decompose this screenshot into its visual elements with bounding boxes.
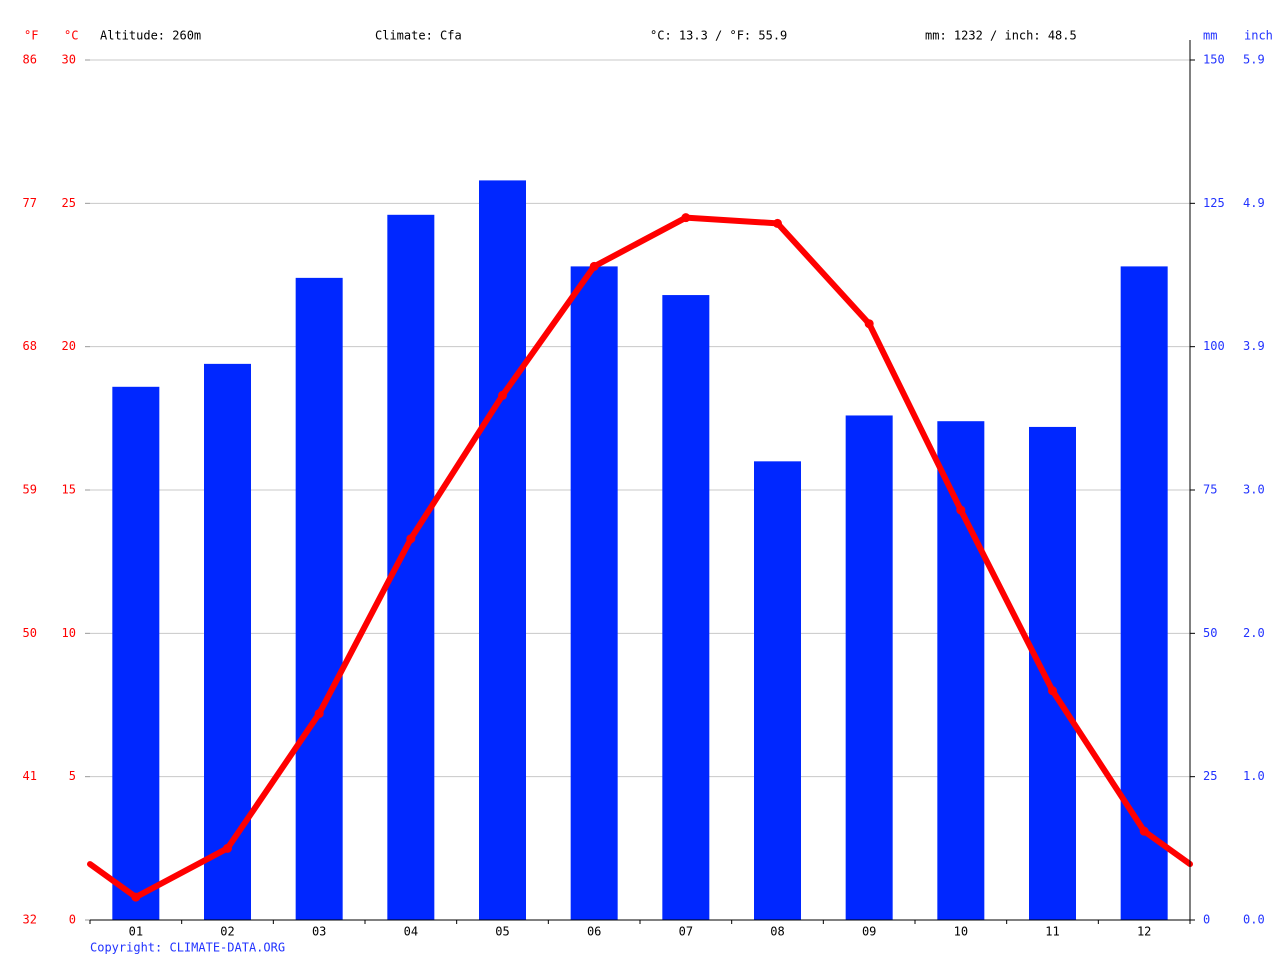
point — [864, 319, 874, 329]
copyright: Copyright: CLIMATE-DATA.ORG — [90, 941, 285, 955]
bar — [845, 415, 893, 920]
point — [589, 261, 599, 271]
x-tick-label: 07 — [679, 925, 693, 939]
climate: Climate: Cfa — [375, 29, 462, 43]
x-tick-label: 05 — [495, 925, 509, 939]
point — [131, 892, 141, 902]
inch-tick-label: 2.0 — [1243, 626, 1265, 640]
mm-tick-label: 75 — [1203, 483, 1217, 497]
f-tick-label: 32 — [23, 913, 37, 927]
bar — [937, 421, 985, 920]
c-tick-label: 20 — [62, 339, 76, 353]
mm-tick-label: 125 — [1203, 196, 1225, 210]
mm-tick-label: 0 — [1203, 913, 1210, 927]
inch-tick-label: 0.0 — [1243, 913, 1265, 927]
c-tick-label: 5 — [69, 769, 76, 783]
point — [681, 213, 691, 223]
mm-tick-label: 150 — [1203, 53, 1225, 67]
altitude: Altitude: 260m — [100, 29, 201, 43]
x-tick-label: 09 — [862, 925, 876, 939]
f-tick-label: 77 — [23, 196, 37, 210]
x-tick-label: 11 — [1045, 925, 1059, 939]
x-tick-label: 12 — [1137, 925, 1151, 939]
point — [773, 218, 782, 228]
line-wrap — [1141, 828, 1193, 868]
mm-tick-label: 100 — [1203, 339, 1225, 353]
inch-tick-label: 3.0 — [1243, 483, 1265, 497]
point — [406, 534, 416, 544]
bar — [1120, 266, 1168, 920]
inch-tick-label: 3.9 — [1243, 339, 1265, 353]
x-tick-label: 03 — [312, 925, 326, 939]
bar — [570, 266, 618, 920]
f-unit-label: °F — [24, 29, 38, 43]
point — [956, 505, 966, 515]
temperature-line — [134, 214, 1147, 900]
point — [1048, 686, 1057, 696]
x-tick-label: 10 — [954, 925, 968, 939]
x-tick-label: 06 — [587, 925, 601, 939]
bar — [1029, 426, 1076, 920]
bar — [662, 295, 710, 921]
f-tick-label: 86 — [23, 53, 37, 67]
c-tick-label: 15 — [62, 483, 76, 497]
f-tick-label: 50 — [23, 626, 37, 640]
temperature-mean: °C: 13.3 / °F: 55.9 — [650, 29, 787, 43]
point — [498, 390, 507, 400]
point — [223, 843, 232, 853]
bar — [754, 461, 801, 920]
inch-unit-label: inch — [1244, 29, 1273, 43]
bar — [295, 277, 343, 920]
x-tick-label: 02 — [220, 925, 234, 939]
precipitation-total: mm: 1232 / inch: 48.5 — [925, 29, 1077, 43]
mm-tick-label: 50 — [1203, 626, 1217, 640]
line-wrap — [87, 861, 139, 901]
c-tick-label: 0 — [69, 913, 76, 927]
inch-tick-label: 1.0 — [1243, 769, 1265, 783]
c-tick-label: 30 — [62, 53, 76, 67]
c-tick-label: 10 — [62, 626, 76, 640]
f-tick-label: 41 — [23, 769, 37, 783]
c-tick-label: 25 — [62, 196, 76, 210]
bar — [112, 386, 160, 920]
inch-tick-label: 5.9 — [1243, 53, 1265, 67]
f-tick-label: 68 — [23, 339, 37, 353]
point — [314, 709, 324, 719]
mm-tick-label: 25 — [1203, 769, 1217, 783]
x-tick-label: 01 — [129, 925, 143, 939]
c-unit-label: °C — [64, 29, 78, 43]
f-tick-label: 59 — [23, 483, 37, 497]
mm-unit-label: mm — [1203, 29, 1217, 43]
x-tick-label: 08 — [770, 925, 784, 939]
inch-tick-label: 4.9 — [1243, 196, 1265, 210]
bar — [204, 363, 251, 920]
point — [1139, 826, 1149, 836]
bar — [479, 180, 526, 920]
x-tick-label: 04 — [404, 925, 418, 939]
